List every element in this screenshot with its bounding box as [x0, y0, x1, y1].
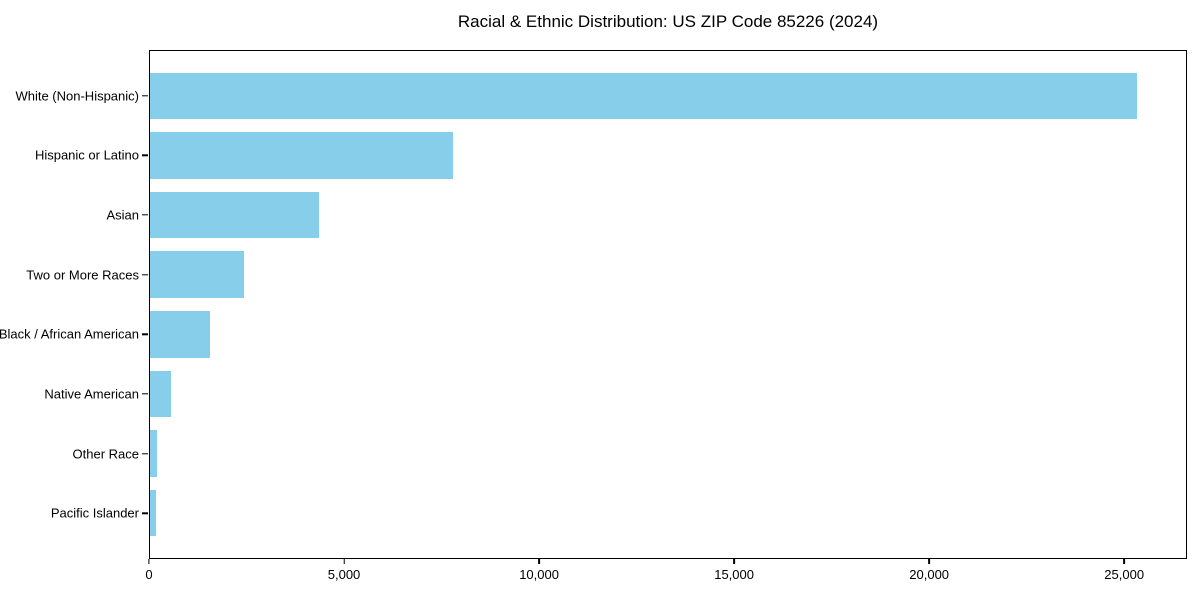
bar-row: Two or More Races	[26, 245, 1186, 305]
x-tick: 25,000	[1104, 559, 1144, 582]
bar	[150, 311, 210, 358]
bar-row: Pacific Islander	[51, 483, 1186, 543]
bar	[150, 191, 319, 239]
y-axis-label: Native American	[44, 386, 139, 402]
x-tick-mark	[733, 559, 735, 564]
bar-row: Other Race	[73, 424, 1186, 484]
y-axis-label: Other Race	[72, 446, 139, 462]
x-tick-label: 15,000	[714, 567, 754, 582]
bar	[150, 132, 453, 179]
x-tick-mark	[538, 559, 540, 564]
y-tick-mark	[142, 512, 148, 514]
plot-area: White (Non-Hispanic) Hispanic or Latino As…	[0, 50, 1187, 559]
x-tick-label: 10,000	[519, 567, 559, 582]
y-tick-mark	[142, 95, 148, 97]
bar-row: Black / African American	[0, 305, 1186, 365]
x-tick: 0	[145, 559, 153, 582]
x-tick: 20,000	[909, 559, 949, 582]
x-axis: 0 5,000 10,000 15,000 20,000 25,000	[145, 559, 1187, 589]
x-tick-label: 20,000	[909, 567, 950, 582]
x-tick-mark	[1123, 559, 1125, 564]
x-tick: 5,000	[327, 559, 361, 582]
y-tick-mark	[142, 214, 148, 216]
x-tick: 10,000	[519, 559, 559, 582]
x-tick-label: 5,000	[327, 567, 361, 582]
chart-title: Racial & Ethnic Distribution: US ZIP Cod…	[457, 12, 879, 31]
x-tick: 15,000	[714, 559, 754, 582]
bar-row: White (Non-Hispanic)	[15, 66, 1186, 126]
bar	[150, 370, 171, 418]
bar-row: Asian	[106, 185, 1186, 245]
bar	[150, 430, 157, 477]
x-tick-label: 0	[145, 567, 153, 582]
y-axis-label: Asian	[106, 207, 139, 223]
y-axis-label: Black / African American	[0, 326, 139, 342]
y-tick-mark	[142, 452, 148, 455]
bar	[150, 489, 157, 537]
x-tick-mark	[148, 559, 150, 564]
bar-row: Native American	[44, 364, 1186, 424]
y-axis-label: Two or More Races	[26, 267, 139, 283]
bar-row: Hispanic or Latino	[35, 126, 1186, 186]
x-tick-mark	[343, 559, 345, 564]
y-axis-label: Pacific Islander	[50, 505, 139, 521]
bars-container: White (Non-Hispanic) Hispanic or Latino As…	[0, 51, 1186, 558]
y-axis-label: White (Non-Hispanic)	[15, 88, 139, 104]
y-tick-mark	[142, 333, 148, 336]
y-axis-label: Hispanic or Latino	[34, 147, 139, 163]
y-tick-mark	[142, 273, 148, 276]
x-tick-mark	[928, 559, 930, 564]
y-tick-mark	[142, 154, 148, 157]
y-tick-mark	[142, 393, 148, 395]
x-tick-label: 25,000	[1104, 567, 1145, 582]
bar	[150, 72, 1137, 120]
bar	[150, 251, 244, 298]
